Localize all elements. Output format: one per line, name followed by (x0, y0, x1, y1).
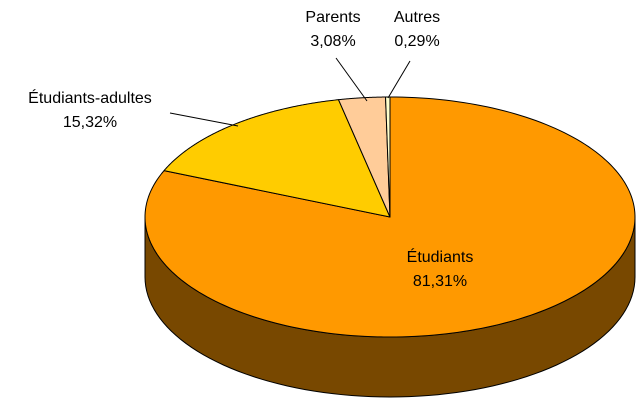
slice-label: Autres (394, 9, 440, 26)
slice-value-label: 3,08% (310, 33, 355, 50)
pie-slice (338, 96, 391, 218)
slice-value-label: 0,29% (394, 33, 439, 50)
leader-line (387, 60, 411, 99)
slice-value-label: 81,31% (413, 273, 467, 290)
leader-line (169, 112, 239, 127)
leader-line (335, 57, 368, 102)
slice-value-label: 15,32% (63, 114, 117, 131)
slice-label: Étudiants (407, 247, 474, 266)
pie-slice (385, 96, 391, 218)
slice-label: Étudiants-adultes (28, 88, 152, 107)
slice-label: Parents (305, 9, 360, 26)
